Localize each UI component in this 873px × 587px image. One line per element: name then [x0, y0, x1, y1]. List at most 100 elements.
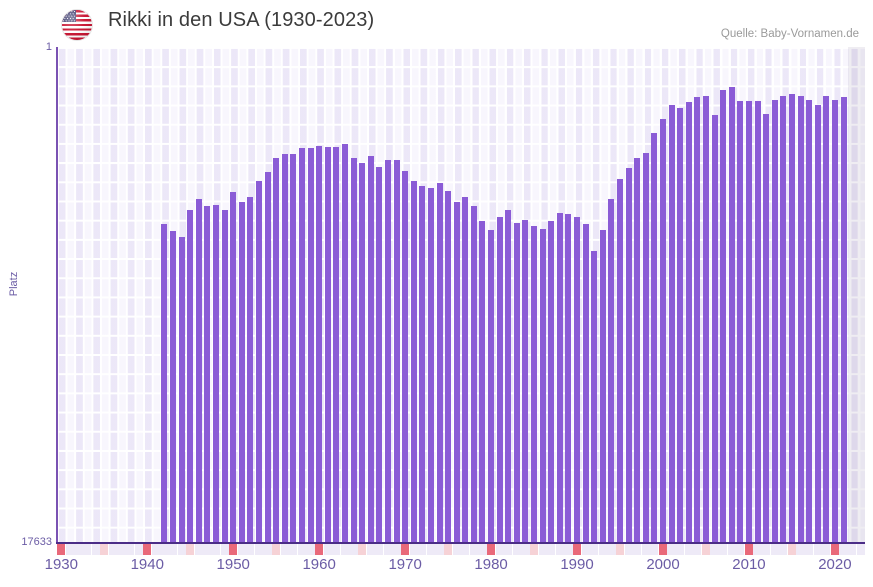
bar[interactable]	[625, 167, 632, 543]
bar[interactable]	[195, 199, 202, 543]
bar[interactable]	[763, 113, 770, 543]
bar[interactable]	[556, 212, 563, 543]
bar[interactable]	[496, 216, 503, 543]
bar[interactable]	[255, 181, 262, 543]
bar[interactable]	[316, 146, 323, 543]
flag-canton	[62, 10, 76, 22]
bar[interactable]	[702, 96, 709, 543]
bar[interactable]	[668, 105, 675, 543]
bar[interactable]	[840, 97, 847, 543]
page-title: Rikki in den USA (1930-2023)	[108, 9, 375, 31]
bar[interactable]	[711, 114, 718, 543]
x-axis-line	[56, 542, 865, 544]
bar[interactable]	[565, 214, 572, 543]
bar[interactable]	[273, 157, 280, 543]
x-axis-tick-marker	[383, 544, 393, 555]
x-axis-tick-marker	[495, 544, 504, 555]
bar[interactable]	[574, 217, 581, 543]
bar[interactable]	[677, 108, 684, 543]
bar[interactable]	[531, 226, 538, 543]
bar[interactable]	[204, 205, 211, 543]
bar[interactable]	[221, 210, 228, 543]
bar[interactable]	[831, 99, 838, 543]
bar[interactable]	[333, 147, 340, 543]
bar[interactable]	[513, 223, 520, 543]
bar[interactable]	[780, 95, 787, 543]
bar[interactable]	[247, 197, 254, 543]
x-axis-tick-marker	[435, 544, 444, 555]
bar[interactable]	[161, 223, 168, 543]
bar[interactable]	[608, 198, 615, 543]
x-axis-tick-marker	[220, 544, 229, 555]
bar[interactable]	[427, 187, 434, 543]
x-axis-tick-marker	[444, 544, 453, 555]
bar[interactable]	[814, 104, 821, 543]
bar[interactable]	[290, 154, 297, 543]
bar[interactable]	[728, 86, 735, 543]
bar[interactable]	[591, 251, 598, 543]
bar[interactable]	[823, 95, 830, 543]
y-axis-label: Platz	[8, 271, 20, 297]
bar[interactable]	[694, 97, 701, 543]
bar[interactable]	[170, 230, 177, 543]
x-axis-tick-marker	[598, 544, 607, 555]
bar[interactable]	[436, 183, 443, 543]
bar[interactable]	[806, 100, 813, 543]
bar[interactable]	[419, 185, 426, 543]
bar[interactable]	[178, 237, 185, 543]
x-axis-tick-marker	[736, 544, 745, 555]
bar[interactable]	[754, 101, 761, 543]
bar[interactable]	[548, 220, 555, 543]
bar[interactable]	[445, 190, 452, 543]
bar[interactable]	[522, 219, 529, 543]
bar[interactable]	[281, 153, 288, 543]
bar[interactable]	[479, 221, 486, 543]
bar[interactable]	[685, 101, 692, 543]
bar[interactable]	[341, 144, 348, 543]
bar[interactable]	[737, 100, 744, 543]
bar[interactable]	[720, 89, 727, 543]
bar[interactable]	[505, 210, 512, 543]
bar[interactable]	[651, 133, 658, 543]
x-axis-tick-marker	[263, 544, 272, 555]
bar[interactable]	[359, 163, 366, 543]
bar[interactable]	[187, 209, 194, 543]
bar[interactable]	[402, 171, 409, 543]
x-axis-tick-marker	[727, 544, 736, 555]
flag-stars	[62, 10, 76, 22]
bar[interactable]	[617, 178, 624, 543]
bar[interactable]	[230, 192, 237, 543]
bar[interactable]	[264, 171, 271, 543]
bar[interactable]	[582, 224, 589, 543]
bar[interactable]	[376, 166, 383, 543]
bar[interactable]	[324, 146, 331, 543]
bar[interactable]	[599, 229, 606, 543]
x-axis-tick-marker	[779, 544, 788, 555]
bar[interactable]	[797, 96, 804, 543]
bar[interactable]	[659, 119, 666, 543]
bar[interactable]	[298, 148, 305, 543]
bar[interactable]	[771, 99, 778, 543]
x-axis-tick-marker	[177, 544, 186, 555]
bar[interactable]	[393, 159, 400, 543]
bar[interactable]	[788, 94, 795, 543]
bar[interactable]	[745, 101, 752, 543]
bar[interactable]	[470, 206, 477, 543]
bar[interactable]	[488, 229, 495, 543]
bar[interactable]	[642, 153, 649, 543]
bar[interactable]	[410, 180, 417, 543]
bar[interactable]	[350, 157, 357, 543]
bar[interactable]	[384, 160, 391, 543]
no-data-region	[847, 47, 865, 543]
bar[interactable]	[462, 196, 469, 543]
bar[interactable]	[367, 155, 374, 543]
bar[interactable]	[307, 147, 314, 543]
bar[interactable]	[634, 158, 641, 543]
x-axis-tick-marker	[650, 544, 659, 555]
bar[interactable]	[238, 201, 245, 543]
x-axis-tick-marker	[848, 544, 857, 555]
x-axis-tick-marker	[504, 544, 513, 555]
bar[interactable]	[539, 229, 546, 543]
bar[interactable]	[453, 201, 460, 543]
bar[interactable]	[213, 204, 220, 543]
